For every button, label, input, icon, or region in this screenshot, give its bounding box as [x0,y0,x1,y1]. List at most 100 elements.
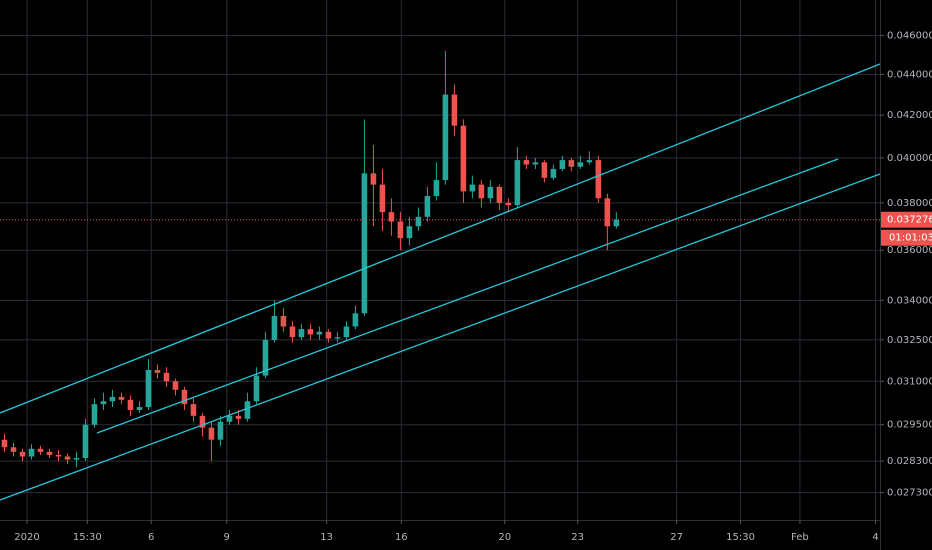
trend-line [96,158,839,434]
candle-body [343,326,350,338]
candle-body [595,160,602,199]
y-tick-label: 0.044000 [887,69,932,80]
candle-body [415,216,422,227]
candles [1,50,620,468]
candle-body [361,173,368,314]
candle-body [118,396,125,400]
candle-body [64,456,71,460]
x-tick-label: 15:30 [726,532,755,543]
y-tick-label: 0.042000 [887,110,932,121]
y-tick-label: 0.028300 [887,456,932,467]
candle-body [37,448,44,452]
candle-body [559,160,566,169]
candle-body [82,424,89,459]
candle-body [487,186,494,199]
candle-body [523,160,530,165]
y-tick-label: 0.029500 [887,420,932,431]
candle-body [28,448,35,457]
x-tick-label: 13 [320,532,333,543]
x-tick-label: 9 [224,532,230,543]
candle-body [442,94,449,181]
candle-body [505,202,512,206]
candle-body [127,399,134,410]
candle-body [73,458,80,460]
candle-body [91,404,98,425]
y-tick-label: 0.046000 [887,30,932,41]
candle-body [244,401,251,419]
y-tick-label: 0.032500 [887,335,932,346]
candle-body [613,219,620,227]
candle-body [433,180,440,196]
candle-body [532,162,539,165]
candle-body [199,415,206,428]
candle-body [496,186,503,203]
candle-body [604,198,611,227]
candle-body [406,226,413,239]
candle-body [1,439,8,448]
candle-body [19,451,26,457]
candle-body [190,404,197,416]
candle-body [424,195,431,217]
candle-body [154,370,161,373]
candle-body [217,421,224,440]
y-tick-label: 0.040000 [887,153,932,164]
candle-body [397,221,404,239]
candle-body [55,454,62,457]
candle-body [568,160,575,167]
candle-body [136,407,143,410]
candle-body [451,94,458,126]
x-tick-label: 6 [148,532,154,543]
candle-body [352,313,359,327]
candle-body [469,184,476,192]
candle-body [460,125,467,192]
x-tick-label: 20 [498,532,511,543]
candle-body [370,173,377,185]
candle-body [181,389,188,405]
candle-body [145,370,152,408]
x-tick-label: Feb [791,532,809,543]
candle-body [379,184,386,213]
y-tick-label: 0.031000 [887,376,932,387]
candle-body [307,329,314,335]
x-tick-label: 2020 [14,532,39,543]
grid [0,0,880,520]
candle-body [289,326,296,338]
x-tick-label: 15:30 [73,532,102,543]
x-tick-label: 23 [571,532,584,543]
candle-body [388,212,395,222]
candle-body [262,339,269,376]
trend-line [0,173,881,501]
candle-body [541,162,548,178]
candle-body [334,337,341,339]
axis-labels: 0.046000 0.044000 0.042000 0.040000 0.038000… [0,30,932,543]
candle-body [46,451,53,455]
candle-body [163,372,170,382]
x-tick-label: 27 [670,532,683,543]
candle-body [100,401,107,405]
y-tick-label: 0.027300 [887,488,932,499]
candle-body [316,331,323,335]
candle-body [208,427,215,440]
candle-body [109,396,116,402]
candle-body [514,160,521,206]
candle-body [478,184,485,199]
trend-line [0,63,881,414]
last-price-box [881,211,932,228]
candle-body [253,375,260,402]
candle-body [298,329,305,338]
candle-body [325,331,332,339]
candle-body [280,315,287,327]
candle-body [586,160,593,163]
candle-body [10,447,17,452]
candle-body [550,168,557,178]
y-tick-label: 0.036000 [887,245,932,256]
candle-body [577,162,584,167]
y-tick-label: 0.034000 [887,295,932,306]
candle-body [172,381,179,390]
countdown-label: 01:01:03 [889,233,932,244]
x-tick-label: 16 [395,532,408,543]
candle-body [226,415,233,422]
last-price-label: 0.037276 [887,215,932,226]
candle-body [271,315,278,340]
x-tick-label: 4 [872,532,878,543]
